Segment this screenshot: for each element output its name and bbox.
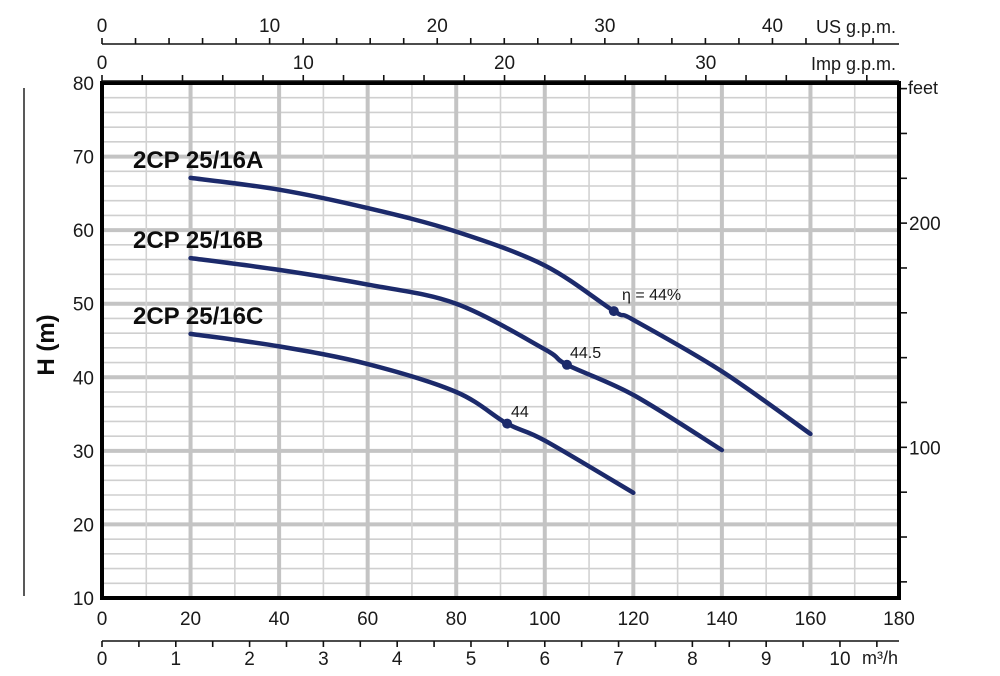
secondary-tick-label: 40: [762, 16, 783, 37]
secondary-tick-label: 5: [466, 649, 477, 670]
secondary-tick-label: 7: [613, 649, 624, 670]
x-tick-label: 140: [706, 609, 738, 630]
secondary-tick-label: 9: [761, 649, 772, 670]
feet-tick-label: 100: [909, 438, 941, 459]
y-tick-label: 60: [73, 221, 94, 242]
secondary-tick-label: 20: [494, 53, 515, 74]
secondary-tick-label: 30: [695, 53, 716, 74]
secondary-tick-label: 8: [687, 649, 698, 670]
m3h-unit: m³/h: [862, 648, 898, 668]
secondary-tick-label: 2: [244, 649, 255, 670]
secondary-tick-label: 0: [97, 16, 108, 37]
secondary-tick-label: 1: [171, 649, 182, 670]
y-tick-label: 20: [73, 515, 94, 536]
y-tick-label: 70: [73, 148, 94, 169]
secondary-tick-label: 0: [97, 649, 108, 670]
efficiency-label-c: 44: [511, 404, 529, 421]
imp-gpm-unit: Imp g.p.m.: [811, 54, 896, 74]
y-tick-label: 40: [73, 368, 94, 389]
secondary-tick-label: 0: [97, 53, 108, 74]
secondary-tick-label: 10: [829, 649, 850, 670]
secondary-tick-label: 6: [539, 649, 550, 670]
x-tick-label: 100: [529, 609, 561, 630]
y-tick-label: 30: [73, 442, 94, 463]
x-tick-label: 40: [269, 609, 290, 630]
curve-c: [188, 331, 636, 496]
x-tick-label: 180: [883, 609, 915, 630]
x-tick-label: 80: [446, 609, 467, 630]
efficiency-label-b: 44.5: [570, 345, 601, 362]
curve-b: [188, 255, 725, 453]
secondary-tick-label: 3: [318, 649, 329, 670]
secondary-tick-label: 4: [392, 649, 403, 670]
x-tick-label: 20: [180, 609, 201, 630]
grid: [102, 83, 899, 598]
curve-a: [188, 175, 813, 437]
series-label-a: 2CP 25/16A: [133, 147, 263, 174]
us-gpm-unit: US g.p.m.: [816, 17, 896, 37]
efficiency-marker: [502, 418, 513, 429]
feet-tick-label: 200: [909, 214, 941, 235]
secondary-tick-label: 20: [427, 16, 448, 37]
series-label-b: 2CP 25/16B: [133, 227, 263, 254]
secondary-tick-label: 10: [259, 16, 280, 37]
x-tick-label: 60: [357, 609, 378, 630]
x-tick-label: 0: [97, 609, 108, 630]
y-axis-label: H (m): [33, 314, 60, 375]
plot-frame: [100, 81, 901, 600]
series-label-c: 2CP 25/16C: [133, 303, 263, 330]
x-tick-label: 160: [795, 609, 827, 630]
x-tick-label: 120: [617, 609, 649, 630]
y-tick-label: 50: [73, 295, 94, 316]
feet-unit: feet: [908, 78, 938, 98]
secondary-tick-label: 10: [293, 53, 314, 74]
secondary-tick-label: 30: [594, 16, 615, 37]
efficiency-marker: [561, 359, 572, 370]
efficiency-label-a: η = 44%: [622, 287, 681, 304]
y-tick-label: 10: [73, 589, 94, 610]
performance-curves: [188, 175, 813, 496]
efficiency-marker: [608, 306, 619, 317]
y-tick-label: 80: [73, 74, 94, 95]
